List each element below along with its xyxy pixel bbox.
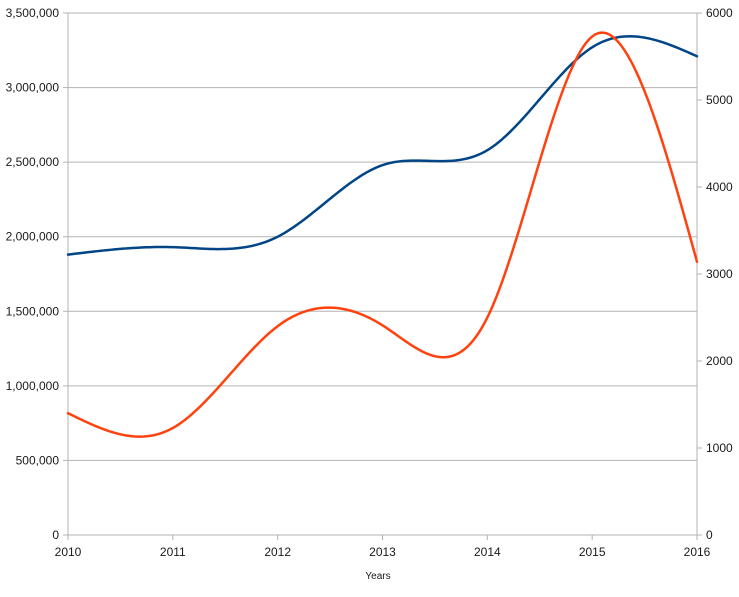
left-axis-label: 500,000 xyxy=(16,453,60,467)
left-axis-label: 1,500,000 xyxy=(6,304,60,318)
right-axis-label: 3000 xyxy=(706,267,733,281)
right-axis-series-line xyxy=(66,31,699,438)
left-axis-label: 1,000,000 xyxy=(6,379,60,393)
left-axis-label: 0 xyxy=(52,528,59,542)
x-axis-label: 2013 xyxy=(369,545,396,559)
right-axis-label: 2000 xyxy=(706,354,733,368)
left-axis-label: 3,500,000 xyxy=(6,6,60,20)
left-axis-label: 2,500,000 xyxy=(6,155,60,169)
x-axis-label: 2012 xyxy=(264,545,291,559)
x-axis-label: 2015 xyxy=(579,545,606,559)
x-axis-label: 2014 xyxy=(474,545,501,559)
left-axis-label: 2,000,000 xyxy=(6,230,60,244)
right-axis-label: 4000 xyxy=(706,180,733,194)
chart-generated: 0 500,000 1,000,000 1,500,000 2,000,000 2,500… xyxy=(6,6,733,559)
right-axis-label: 5000 xyxy=(706,93,733,107)
right-axis-label: 1000 xyxy=(706,441,733,455)
right-axis-label: 0 xyxy=(706,528,713,542)
left-axis-label: 3,000,000 xyxy=(6,81,60,95)
left-axis-series-line xyxy=(66,35,699,256)
x-axis-label: 2010 xyxy=(55,545,82,559)
right-axis-label: 6000 xyxy=(706,6,733,20)
x-axis-label: 2016 xyxy=(684,545,711,559)
x-axis-title: Years xyxy=(365,571,390,582)
x-axis-label: 2011 xyxy=(160,545,186,559)
